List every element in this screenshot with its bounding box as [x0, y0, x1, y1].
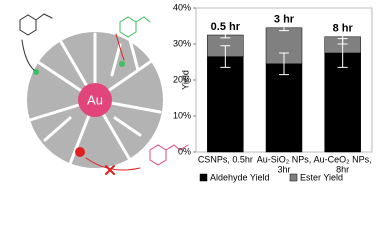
blocked-cross [105, 165, 115, 175]
ester-dot [75, 147, 85, 157]
product-dot [119, 61, 125, 67]
y-tick-label: 40% [173, 2, 191, 12]
y-tick-label: 10% [173, 110, 191, 120]
y-tick-label: 30% [173, 38, 191, 48]
legend-swatch [199, 173, 208, 182]
bar-annotation: 8 hr [333, 23, 354, 35]
error-bar [279, 52, 289, 76]
reactant-dot [33, 69, 39, 75]
benzaldehyde-chain [135, 16, 151, 23]
error-bar [220, 31, 231, 39]
bar-segment [324, 52, 361, 153]
benzyl-alcohol-chain [35, 13, 53, 21]
error-bar [337, 29, 348, 45]
y-tick-label: 20% [173, 74, 191, 84]
benzyl-benzoate-ring [149, 144, 167, 166]
pores [28, 32, 162, 166]
x-tick-label: 3hr [277, 164, 290, 174]
error-bar [279, 24, 289, 32]
y-tick-label: 0% [178, 146, 191, 156]
error-bar [220, 45, 231, 68]
bar-segment [207, 56, 244, 153]
bar-segment [265, 63, 303, 153]
legend-swatch [289, 173, 298, 182]
x-tick-label: Au-CeO₂ NPs, [314, 154, 372, 164]
y-axis-label: Yield [180, 70, 190, 90]
figure: Au Yield 0% 10% 20% 30% 40% 0.5 hr CSNPs, 0.5h… [19, 2, 373, 182]
x-tick-label: CSNPs, 0.5hr [198, 154, 253, 164]
bar-annotation: 0.5 hr [211, 21, 241, 33]
benzyl-alcohol [19, 14, 37, 36]
arrow-in [21, 39, 35, 71]
x-tick-label: Au-SiO₂ NPs, [257, 154, 312, 164]
bar-annotation: 3 hr [274, 14, 295, 26]
legend-label: Aldehyde Yield [210, 172, 270, 182]
benzyl-benzoate-chain [165, 144, 189, 151]
schematic: Au [19, 13, 189, 175]
core-label: Au [87, 92, 103, 107]
x-tick-label: 8hr [336, 164, 349, 174]
legend-label: Ester Yield [300, 172, 343, 182]
benzaldehyde [119, 16, 137, 38]
arrow-out [115, 33, 125, 61]
gold-core [78, 83, 112, 117]
